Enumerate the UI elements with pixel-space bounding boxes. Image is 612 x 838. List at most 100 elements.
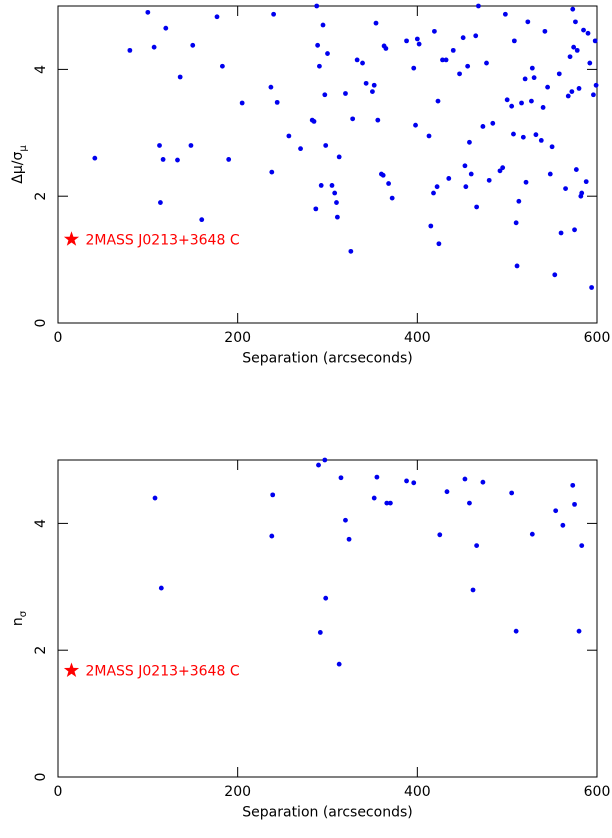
data-point <box>502 11 508 17</box>
data-point <box>574 47 580 53</box>
data-point <box>269 533 275 539</box>
y-tick-label: 4 <box>33 519 49 528</box>
data-point <box>563 186 568 191</box>
data-point <box>435 98 441 104</box>
data-point <box>529 98 534 104</box>
data-point <box>462 476 468 482</box>
data-point <box>457 71 462 77</box>
data-point <box>269 169 275 175</box>
data-point <box>570 482 576 488</box>
data-point <box>589 285 595 290</box>
data-point <box>325 51 330 56</box>
data-point <box>444 489 450 495</box>
data-point <box>565 93 571 99</box>
data-point <box>513 628 519 634</box>
data-point <box>497 168 503 174</box>
data-point <box>190 42 196 48</box>
y-axis-label: Δμ/σμ <box>10 145 29 184</box>
data-point <box>151 44 157 50</box>
x-axis-label: Separation (arcseconds) <box>242 805 412 821</box>
data-point <box>443 57 449 63</box>
data-point <box>592 38 598 44</box>
data-point <box>573 167 579 172</box>
data-point <box>474 543 480 548</box>
x-tick-label: 200 <box>224 784 251 800</box>
data-point <box>318 183 324 188</box>
data-point <box>286 133 292 139</box>
data-point <box>538 138 544 143</box>
data-point <box>540 105 546 110</box>
data-point <box>514 263 520 269</box>
data-point <box>519 100 524 106</box>
data-point <box>511 131 516 137</box>
data-point <box>504 97 510 103</box>
data-point <box>486 177 492 183</box>
plot-frame <box>57 459 598 778</box>
data-point <box>346 536 352 542</box>
data-point <box>386 181 391 186</box>
data-point <box>531 75 537 81</box>
data-point <box>373 20 379 26</box>
data-point <box>152 495 158 501</box>
data-point <box>316 462 321 468</box>
y-axis-label: nσ <box>10 610 29 626</box>
data-point <box>145 9 151 15</box>
data-point <box>556 71 562 77</box>
data-point <box>268 84 274 90</box>
data-point <box>219 63 225 69</box>
data-point <box>387 500 393 506</box>
data-point <box>158 585 164 591</box>
data-point <box>522 76 528 82</box>
data-point <box>533 132 539 138</box>
data-point <box>576 86 582 91</box>
data-point <box>591 92 596 98</box>
x-axis-label: Separation (arcseconds) <box>242 351 412 367</box>
data-point <box>323 143 329 148</box>
data-point <box>529 65 535 71</box>
data-point <box>547 171 553 177</box>
data-point <box>380 172 386 178</box>
plot-frame <box>57 5 598 324</box>
data-point <box>468 171 474 177</box>
data-point <box>585 30 591 36</box>
data-point <box>446 176 452 181</box>
data-point <box>569 89 575 94</box>
data-point <box>348 248 354 254</box>
data-point <box>375 117 381 123</box>
highlight-star <box>63 662 80 677</box>
data-point <box>509 103 515 109</box>
data-point <box>432 28 437 34</box>
data-point <box>460 35 466 41</box>
plot-panel: 0 200 400 600 0 2 4 Separation (arcseconds) Δμ/σ… <box>10 3 610 367</box>
data-point <box>334 200 339 205</box>
data-point <box>329 183 335 188</box>
data-point <box>343 91 348 96</box>
data-point <box>581 27 586 33</box>
data-point <box>92 155 98 161</box>
data-point <box>163 25 169 31</box>
highlight-label: 2MASS J0213+3648 C <box>85 232 239 248</box>
data-point <box>516 198 522 204</box>
data-point <box>450 47 456 53</box>
data-point <box>583 179 589 185</box>
data-point <box>523 179 529 185</box>
data-point <box>298 146 303 152</box>
data-point <box>465 63 471 69</box>
data-point <box>384 500 390 506</box>
data-point <box>271 11 276 17</box>
data-point <box>414 36 420 42</box>
data-point <box>320 22 326 28</box>
data-point <box>343 517 348 523</box>
data-point <box>322 457 328 463</box>
data-point <box>480 124 486 129</box>
data-point <box>480 479 486 485</box>
data-point <box>404 38 409 44</box>
highlight-star <box>63 231 80 246</box>
data-point <box>317 630 323 635</box>
data-point <box>158 200 163 205</box>
data-point <box>560 522 566 528</box>
data-point <box>413 122 418 128</box>
data-point <box>350 116 356 122</box>
data-point <box>436 241 442 247</box>
data-point <box>558 230 564 236</box>
